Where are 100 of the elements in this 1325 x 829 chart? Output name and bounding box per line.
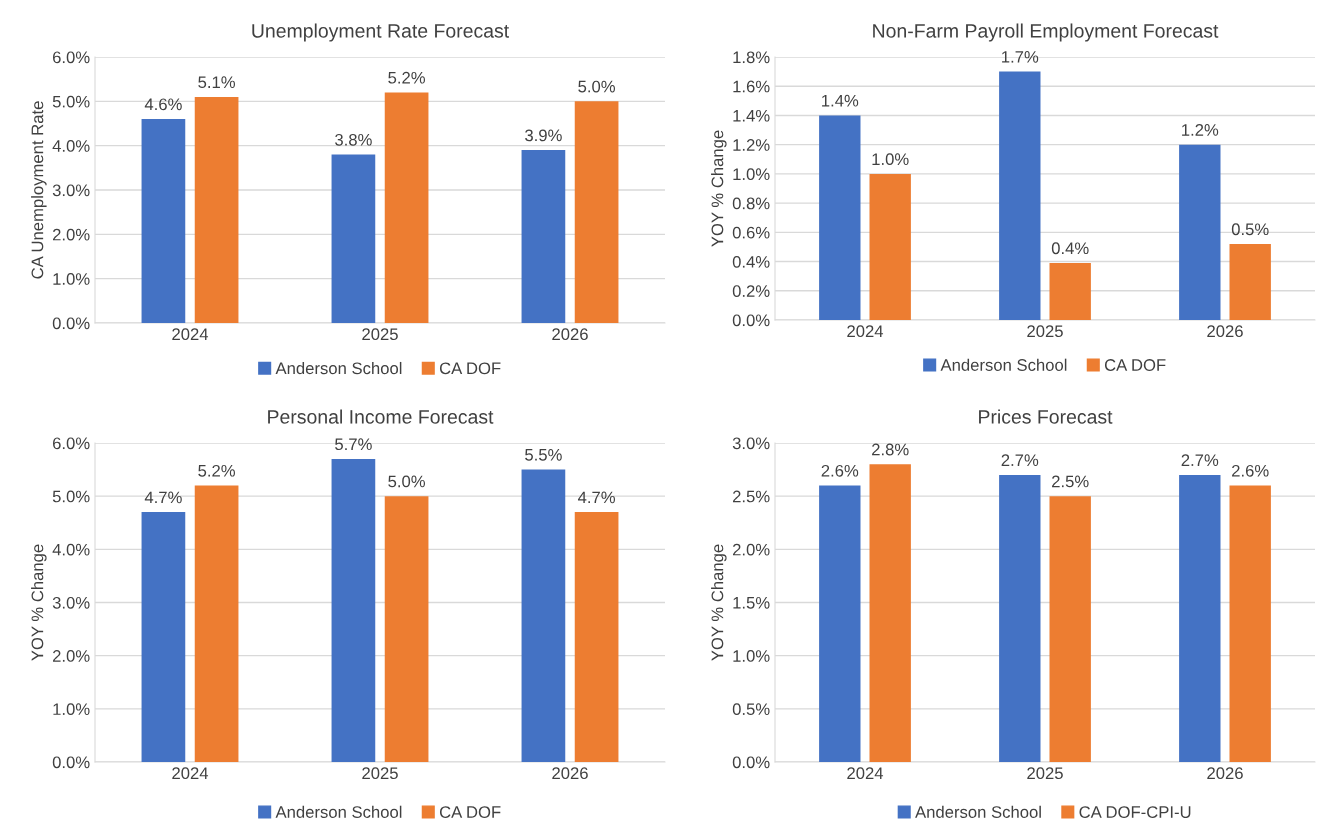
legend-label: Anderson School: [915, 805, 1041, 818]
bar: [999, 474, 1041, 762]
x-tick-label: 2024: [847, 767, 884, 780]
chart-title: Non-Farm Payroll Employment Forecast: [873, 23, 1219, 42]
bar: [1229, 485, 1271, 762]
x-tick-label: 2026: [552, 767, 588, 780]
y-tick-label: 1.0%: [53, 703, 90, 716]
bar: [141, 119, 186, 323]
x-tick-label: 2025: [1027, 325, 1063, 338]
y-tick-label: 2.0%: [52, 228, 90, 241]
y-tick-label: 0.0%: [52, 317, 90, 330]
data-label: 1.2%: [1182, 124, 1219, 136]
chart-title: Prices Forecast: [979, 409, 1113, 424]
y-tick-label: 5.0%: [52, 95, 90, 108]
y-tick-label: 0.0%: [732, 756, 770, 769]
x-tick-label: 2024: [172, 767, 209, 780]
y-tick-label: 4.0%: [52, 140, 90, 152]
y-tick-label: 0.2%: [732, 285, 770, 297]
legend-label: CA DOF-CPI-U: [1079, 806, 1191, 818]
y-tick-label: 5.0%: [52, 490, 90, 503]
x-tick-label: 2024: [847, 325, 884, 338]
y-tick-label: 1.0%: [733, 168, 770, 181]
data-label: 1.0%: [872, 153, 909, 166]
y-tick-label: 0.5%: [732, 703, 770, 716]
x-tick-label: 2026: [1207, 325, 1243, 338]
x-tick-label: 2025: [362, 767, 398, 780]
y-tick-label: 0.6%: [732, 226, 770, 239]
x-tick-label: 2024: [172, 328, 209, 341]
y-tick-label: 3.0%: [52, 596, 90, 609]
bar: [194, 96, 239, 323]
bar: [869, 173, 911, 320]
y-tick-label: 3.0%: [52, 184, 90, 197]
data-label: 2.6%: [821, 464, 859, 477]
data-label: 5.1%: [198, 76, 235, 89]
y-axis-title: YOY % Change: [711, 130, 727, 247]
y-tick-label: 4.0%: [52, 543, 90, 556]
bar: [1179, 474, 1221, 762]
y-tick-label: 1.6%: [733, 80, 770, 93]
bar: [819, 115, 861, 320]
legend-label: Anderson School: [275, 361, 402, 375]
chart-title: Personal Income Forecast: [268, 409, 494, 424]
data-label: 2.7%: [1001, 454, 1039, 466]
bar: [999, 71, 1041, 320]
y-tick-label: 0.8%: [732, 197, 770, 210]
data-label: 5.5%: [525, 449, 562, 461]
bar: [819, 485, 861, 762]
bar: [521, 150, 566, 323]
bar: [1229, 244, 1271, 320]
data-label: 3.9%: [525, 129, 562, 142]
data-label: 5.7%: [335, 438, 372, 451]
y-tick-label: 1.0%: [53, 273, 90, 285]
y-tick-label: 0.0%: [52, 756, 90, 769]
y-tick-label: 1.4%: [733, 109, 770, 122]
x-tick-label: 2025: [1027, 767, 1063, 780]
legend-label: Anderson School: [275, 805, 402, 818]
y-tick-label: 1.0%: [733, 650, 770, 662]
data-label: 5.2%: [388, 71, 425, 84]
data-label: 2.8%: [872, 443, 909, 456]
data-label: 1.4%: [822, 94, 859, 107]
x-tick-label: 2026: [552, 328, 588, 341]
data-label: 4.7%: [144, 491, 182, 504]
bar: [574, 101, 619, 323]
bar: [331, 154, 376, 323]
legend-label: CA DOF: [439, 362, 501, 375]
data-label: 0.4%: [1051, 242, 1089, 255]
data-label: 2.5%: [1052, 475, 1089, 488]
y-tick-label: 1.2%: [733, 139, 770, 151]
y-tick-label: 2.0%: [732, 543, 770, 556]
data-label: 5.2%: [198, 464, 235, 477]
legend-label: Anderson School: [940, 358, 1067, 371]
x-tick-label: 2026: [1207, 767, 1243, 780]
bar: [1049, 263, 1091, 320]
data-label: 5.0%: [578, 80, 615, 93]
y-tick-label: 6.0%: [53, 437, 90, 450]
chart-title: Unemployment Rate Forecast: [252, 23, 510, 42]
bar: [1179, 144, 1221, 320]
data-label: 4.7%: [577, 491, 615, 504]
y-tick-label: 1.8%: [733, 51, 770, 64]
data-label: 2.7%: [1181, 454, 1219, 466]
bar: [1049, 496, 1091, 762]
data-label: 4.6%: [144, 98, 182, 111]
legend-label: CA DOF: [1104, 359, 1166, 371]
y-tick-label: 0.4%: [732, 255, 770, 268]
y-axis-title: YOY % Change: [711, 544, 727, 661]
y-axis-title: CA Unemployment Rate: [31, 101, 47, 279]
data-label: 5.0%: [388, 475, 425, 488]
legend-label: CA DOF: [439, 806, 501, 818]
data-label: 2.6%: [1232, 464, 1269, 477]
y-tick-label: 2.0%: [52, 650, 90, 662]
x-tick-label: 2025: [362, 328, 398, 341]
bar: [869, 464, 911, 762]
data-label: 3.8%: [335, 133, 372, 146]
y-tick-label: 6.0%: [53, 51, 90, 64]
y-axis-title: YOY % Change: [31, 544, 47, 661]
y-tick-label: 1.5%: [733, 596, 770, 609]
data-label: 1.7%: [1002, 51, 1039, 63]
bar: [384, 92, 429, 323]
y-tick-label: 3.0%: [732, 437, 770, 450]
y-tick-label: 2.5%: [732, 490, 770, 503]
y-tick-label: 0.0%: [732, 314, 770, 327]
